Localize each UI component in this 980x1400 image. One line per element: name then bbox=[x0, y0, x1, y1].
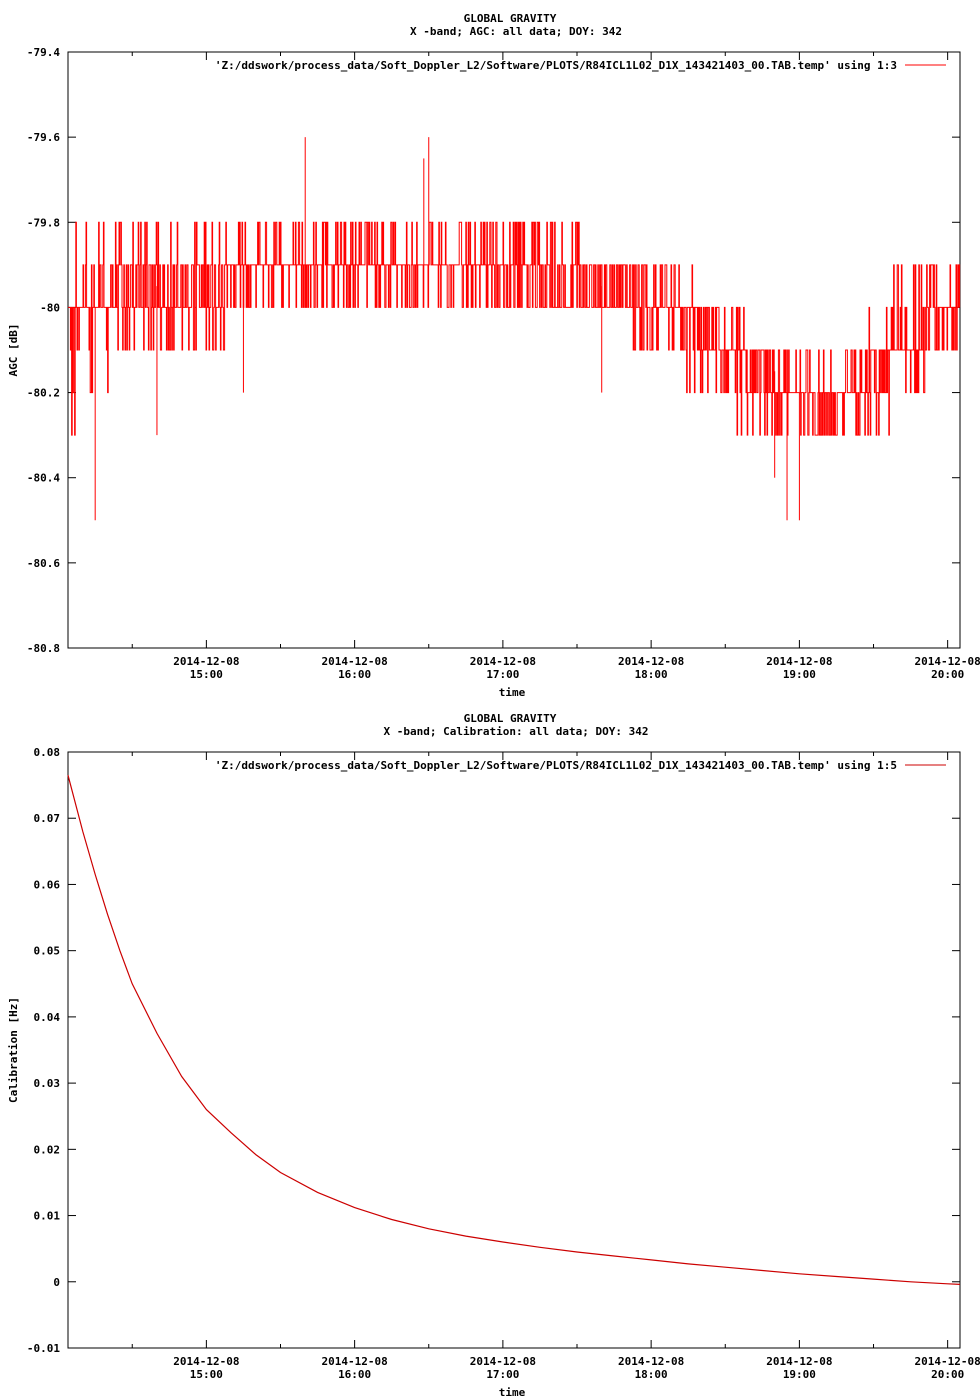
cal-y-tick-label: 0.02 bbox=[34, 1143, 61, 1156]
cal-x-tick-time: 19:00 bbox=[783, 1368, 816, 1381]
cal-y-tick-label: 0 bbox=[53, 1276, 60, 1289]
agc-x-tick-time: 19:00 bbox=[783, 668, 816, 681]
agc-x-tick-time: 15:00 bbox=[190, 668, 223, 681]
agc-chart-title: GLOBAL GRAVITY bbox=[464, 12, 557, 25]
cal-y-tick-label: 0.08 bbox=[34, 746, 61, 759]
calibration-chart: GLOBAL GRAVITY X -band; Calibration: all… bbox=[7, 712, 980, 1399]
agc-y-tick-label: -80.4 bbox=[27, 472, 60, 485]
agc-x-tick-date: 2014-12-08 bbox=[766, 655, 832, 668]
cal-y-tick-label: 0.07 bbox=[34, 812, 61, 825]
cal-x-tick-date: 2014-12-08 bbox=[618, 1355, 684, 1368]
agc-x-tick-time: 18:00 bbox=[635, 668, 668, 681]
agc-y-tick-label: -79.8 bbox=[27, 216, 60, 229]
cal-x-tick-date: 2014-12-08 bbox=[173, 1355, 239, 1368]
agc-series-line bbox=[68, 221, 961, 436]
cal-x-tick-date: 2014-12-08 bbox=[915, 1355, 980, 1368]
cal-y-tick-label: 0.04 bbox=[34, 1011, 61, 1024]
cal-plot-area: 0.08 0.07 0.06 0.05 0.04 0.03 0.02 0.01 0 -0.01 20… bbox=[27, 746, 980, 1381]
agc-x-tick-time: 20:00 bbox=[931, 668, 964, 681]
agc-x-tick-date: 2014-12-08 bbox=[173, 655, 239, 668]
agc-y-tick-label: -80.8 bbox=[27, 642, 60, 655]
cal-chart-subtitle: X -band; Calibration: all data; DOY: 342 bbox=[384, 725, 649, 738]
cal-x-tick-time: 15:00 bbox=[190, 1368, 223, 1381]
agc-y-axis-label: AGC [dB] bbox=[7, 324, 20, 377]
agc-plot-border bbox=[67, 51, 961, 649]
cal-x-tick-date: 2014-12-08 bbox=[322, 1355, 388, 1368]
agc-x-tick-date: 2014-12-08 bbox=[470, 655, 536, 668]
cal-y-tick-label: -0.01 bbox=[27, 1342, 60, 1355]
cal-plot-border bbox=[67, 751, 961, 1349]
agc-y-tick-label: -80.6 bbox=[27, 557, 60, 570]
cal-x-tick-time: 20:00 bbox=[931, 1368, 964, 1381]
agc-x-axis-label: time bbox=[499, 686, 526, 699]
cal-x-tick-time: 17:00 bbox=[486, 1368, 519, 1381]
cal-chart-title: GLOBAL GRAVITY bbox=[464, 712, 557, 725]
agc-x-tick-date: 2014-12-08 bbox=[322, 655, 388, 668]
cal-x-tick-date: 2014-12-08 bbox=[766, 1355, 832, 1368]
agc-y-tick-label: -80 bbox=[40, 301, 60, 314]
cal-x-axis-label: time bbox=[499, 1386, 526, 1399]
agc-x-tick-date: 2014-12-08 bbox=[915, 655, 980, 668]
agc-chart: GLOBAL GRAVITY X -band; AGC: all data; D… bbox=[7, 12, 980, 699]
agc-y-tick-label: -80.2 bbox=[27, 387, 60, 400]
cal-y-tick-label: 0.01 bbox=[34, 1210, 61, 1223]
agc-x-tick-time: 17:00 bbox=[486, 668, 519, 681]
agc-y-tick-label: -79.6 bbox=[27, 131, 60, 144]
agc-y-tick-label: -79.4 bbox=[27, 46, 60, 59]
cal-x-tick-time: 18:00 bbox=[635, 1368, 668, 1381]
cal-y-tick-label: 0.05 bbox=[34, 945, 61, 958]
cal-y-tick-label: 0.03 bbox=[34, 1077, 61, 1090]
agc-x-tick-date: 2014-12-08 bbox=[618, 655, 684, 668]
cal-y-axis-label: Calibration [Hz] bbox=[7, 997, 20, 1103]
agc-x-tick-time: 16:00 bbox=[338, 668, 371, 681]
agc-plot-area: -79.4 -79.6 -79.8 -80 -80.2 -80.4 -80.6 -80.8 20… bbox=[27, 46, 980, 681]
cal-x-tick-date: 2014-12-08 bbox=[470, 1355, 536, 1368]
agc-chart-subtitle: X -band; AGC: all data; DOY: 342 bbox=[410, 25, 622, 38]
cal-legend-label: 'Z:/ddswork/process_data/Soft_Doppler_L2… bbox=[215, 759, 897, 772]
cal-x-tick-time: 16:00 bbox=[338, 1368, 371, 1381]
agc-legend-label: 'Z:/ddswork/process_data/Soft_Doppler_L2… bbox=[215, 59, 897, 72]
cal-y-tick-label: 0.06 bbox=[34, 878, 61, 891]
cal-series-line bbox=[67, 775, 961, 1285]
